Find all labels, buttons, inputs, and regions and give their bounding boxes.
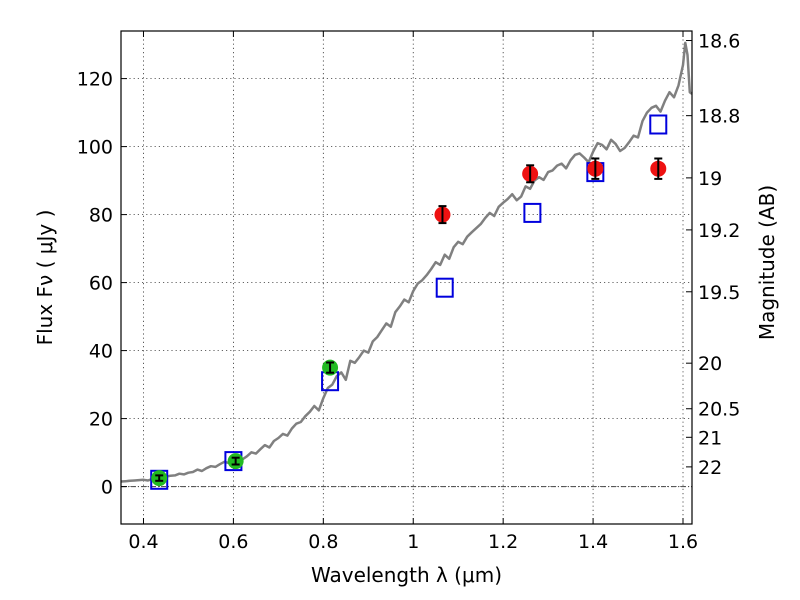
y-tick-label: 60	[89, 273, 113, 295]
x-tick-label: 0.8	[308, 531, 338, 553]
y-tick-label: 0	[101, 477, 113, 499]
x-tick-label: 1.4	[578, 531, 608, 553]
y-tick-label: 40	[89, 341, 113, 363]
y-axis-label: Flux Fν ( μJy )	[33, 210, 57, 346]
x-tick-label: 0.4	[128, 531, 158, 553]
grid-lines	[121, 31, 692, 524]
mag-tick-label: 18.6	[698, 31, 740, 53]
y-tick-label: 20	[89, 409, 113, 431]
magnitude-axis-ticks: 18.6 18.8 19 19.2 19.5 20 20.5 21 22	[686, 31, 740, 479]
y-axis-ticks: 0 20 40 60 80 100 120	[77, 69, 127, 499]
y-tick-label: 120	[77, 69, 113, 91]
magnitude-axis-label: Magnitude (AB)	[755, 185, 779, 340]
y-tick-label: 100	[77, 137, 113, 159]
synthetic-flux-square	[435, 277, 454, 298]
model-spectrum	[120, 41, 693, 483]
mag-tick-label: 21	[698, 427, 722, 449]
synthetic-flux-square	[649, 114, 668, 135]
x-axis-label: Wavelength λ (μm)	[311, 563, 502, 587]
mag-tick-label: 22	[698, 457, 722, 479]
mag-tick-label: 20.5	[698, 399, 740, 421]
mag-tick-label: 19	[698, 168, 722, 190]
plot-frame	[120, 30, 693, 525]
mag-tick-label: 19.2	[698, 220, 740, 242]
y-tick-label: 80	[89, 205, 113, 227]
synthetic-flux-square	[523, 202, 542, 223]
mag-tick-label: 19.5	[698, 282, 740, 304]
spectrum-line	[120, 41, 693, 483]
x-tick-label: 0.6	[218, 531, 248, 553]
x-axis-ticks: 0.4 0.6 0.8 1 1.2 1.4 1.6	[128, 31, 698, 553]
mag-tick-label: 20	[698, 353, 722, 375]
synthetic-photometry-markers	[150, 114, 668, 490]
x-tick-label: 1.6	[668, 531, 698, 553]
x-tick-label: 1	[407, 531, 419, 553]
mag-tick-label: 18.8	[698, 106, 740, 128]
x-tick-label: 1.2	[488, 531, 518, 553]
observed-photometry-points	[151, 157, 667, 487]
